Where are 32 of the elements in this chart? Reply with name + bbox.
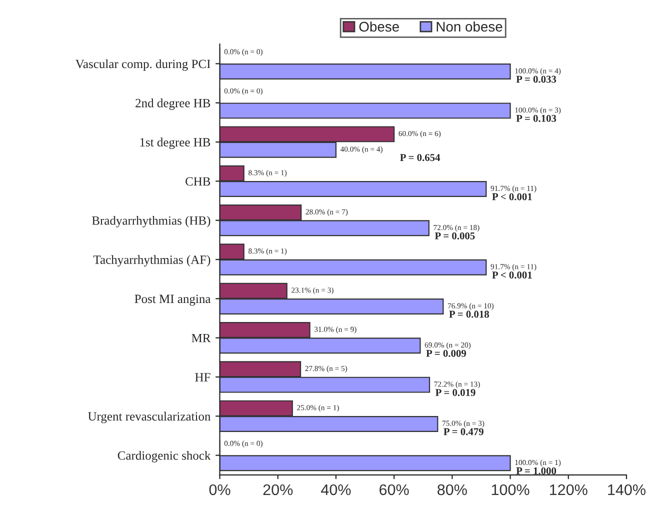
annotation: P = 1.000 [516,467,556,474]
annotation: P = 0.033 [516,76,556,83]
x-tick-label: 20% [263,484,293,496]
annotation: P = 0.005 [434,232,475,240]
y-tick-label: Urgent revascularization [88,412,211,424]
x-tick-label: 0% [209,484,230,496]
y-tick-label: Vascular comp. during PCI [75,59,210,71]
y-tick-label: Post MI angina [134,294,211,306]
y-tick-label: 2nd degree HB [136,98,210,110]
annotation: P < 0.001 [492,272,532,279]
annotation: P = 0.009 [426,350,466,357]
x-tick-label: 40% [321,484,351,496]
y-tick-label: Tachyarrhythmias (AF) [93,255,210,267]
annotation: P = 0.018 [449,310,489,318]
x-tick-label: 140% [608,484,646,496]
y-tick-label: HF [195,373,210,382]
legend-label: Non obese [436,21,502,32]
y-tick-label: Bradyarrhythmias (HB) [92,216,210,228]
x-tick-label: 60% [380,484,409,496]
x-tick-label: 100% [492,484,530,496]
annotation: P < 0.001 [492,193,532,200]
annotation: P = 0.019 [436,389,476,396]
annotation: P = 0.654 [400,154,440,162]
y-tick-label: 1st degree HB [140,138,210,150]
x-tick-label: 80% [438,484,467,496]
y-tick-label: CHB [186,177,210,186]
legend-label: Obese [359,21,399,32]
y-tick-label: Cardiogenic shock [118,450,211,462]
annotation: P = 0.479 [444,428,484,436]
annotation: P = 0.103 [516,114,556,122]
y-tick-label: MR [192,334,211,342]
x-tick-label: 120% [550,484,588,496]
